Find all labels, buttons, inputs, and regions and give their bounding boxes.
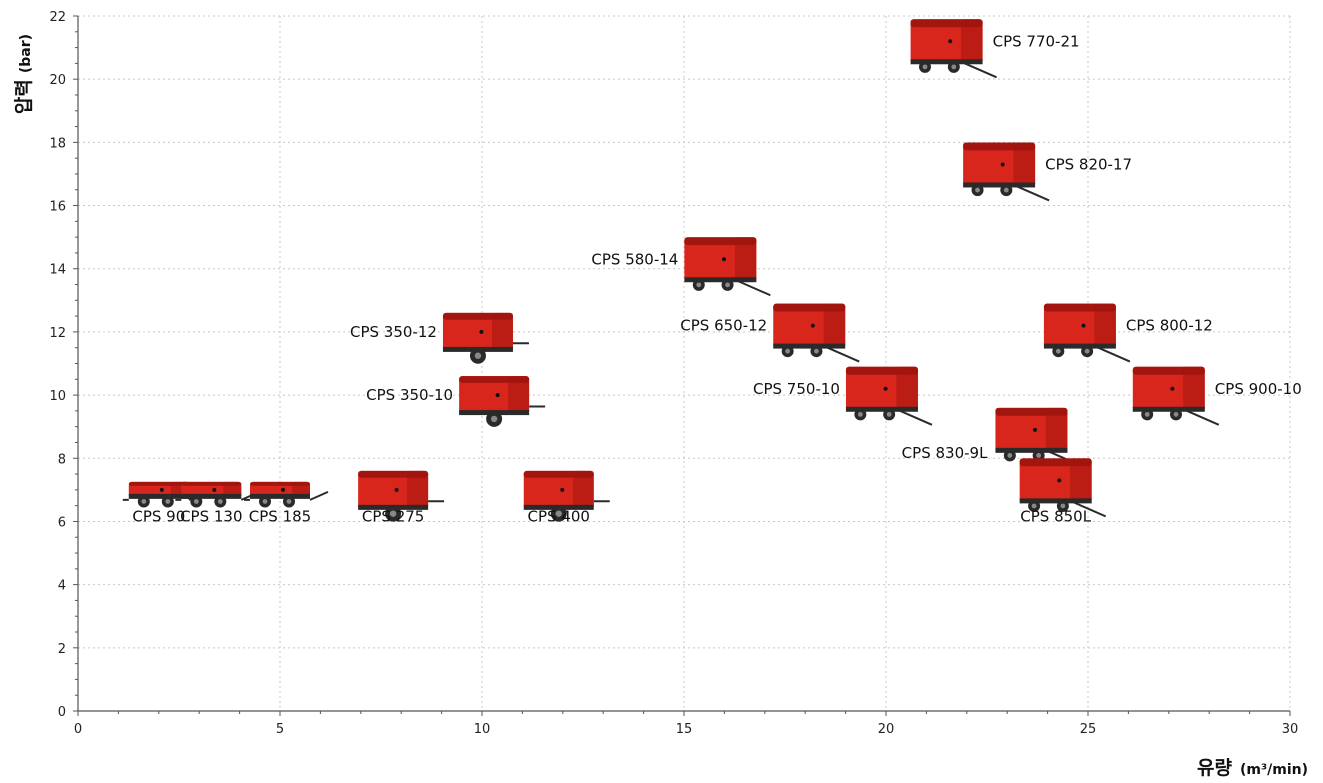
y-tick-label: 20 xyxy=(49,73,66,88)
y-tick-label: 4 xyxy=(58,579,66,594)
x-tick-label: 25 xyxy=(1080,722,1097,737)
point-label: CPS 900-10 xyxy=(1215,380,1302,398)
y-tick-label: 16 xyxy=(49,200,66,215)
y-tick-label: 22 xyxy=(49,10,66,25)
axis-titles: 압력 (bar) 유량 (m³/min) xyxy=(13,34,1308,779)
x-tick-label: 0 xyxy=(74,722,82,737)
y-tick-label: 0 xyxy=(58,705,66,720)
y-tick-label: 12 xyxy=(49,326,66,341)
y-tick-label: 18 xyxy=(49,136,66,151)
point-label: CPS 750-10 xyxy=(753,380,840,398)
x-tick-label: 10 xyxy=(474,722,491,737)
data-point xyxy=(459,376,546,427)
y-axis-title-unit: (bar) xyxy=(18,34,34,73)
point-label: CPS 185 xyxy=(249,507,311,525)
x-tick-label: 20 xyxy=(878,722,895,737)
point-label: CPS 350-12 xyxy=(350,323,437,341)
point-label: CPS 800-12 xyxy=(1126,317,1213,335)
data-point xyxy=(684,237,771,297)
point-label: CPS 580-14 xyxy=(591,250,678,268)
point-label: CPS 770-21 xyxy=(993,32,1080,50)
data-point xyxy=(523,470,610,522)
y-tick-label: 10 xyxy=(49,389,66,404)
data-point xyxy=(963,142,1050,202)
data-point xyxy=(358,470,445,522)
point-label: CPS 650-12 xyxy=(680,317,767,335)
x-axis-title-text: 유량 xyxy=(1197,757,1232,779)
tick-labels: 0 5 10 15 20 25 30 0 2 4 6 8 10 12 14 16 18 20 22 xyxy=(49,10,1298,737)
y-tick-label: 6 xyxy=(58,515,66,530)
point-label: CPS 90 xyxy=(132,507,185,525)
point-label: CPS 130 xyxy=(180,507,242,525)
y-axis-title: 압력 (bar) xyxy=(13,34,35,114)
data-point xyxy=(1019,458,1107,518)
x-axis-title: 유량 (m³/min) xyxy=(1197,757,1308,779)
data-point xyxy=(122,481,208,508)
y-tick-label: 14 xyxy=(49,263,66,278)
grid-lines xyxy=(77,15,1291,712)
point-label: CPS 275 xyxy=(362,507,424,525)
point-label: CPS 830-9L xyxy=(902,444,988,462)
x-tick-label: 5 xyxy=(276,722,284,737)
data-point xyxy=(1132,366,1220,426)
data-point xyxy=(175,481,260,508)
x-axis-title-unit: (m³/min) xyxy=(1240,762,1308,778)
data-point xyxy=(995,407,1082,467)
data-point xyxy=(773,303,860,363)
point-label: CPS 350-10 xyxy=(366,386,453,404)
data-point xyxy=(910,19,998,79)
data-point xyxy=(845,366,933,426)
data-point xyxy=(1043,303,1131,363)
x-tick-label: 30 xyxy=(1282,722,1299,737)
point-label: CPS 400 xyxy=(528,507,590,525)
data-point xyxy=(244,481,329,508)
point-label: CPS 850L xyxy=(1020,507,1091,525)
y-tick-label: 8 xyxy=(58,452,66,467)
point-label: CPS 820-17 xyxy=(1045,155,1132,173)
data-point xyxy=(442,312,529,364)
x-tick-label: 15 xyxy=(676,722,693,737)
y-tick-label: 2 xyxy=(58,642,66,657)
axes xyxy=(73,15,1291,716)
y-axis-title-text: 압력 xyxy=(13,79,35,114)
